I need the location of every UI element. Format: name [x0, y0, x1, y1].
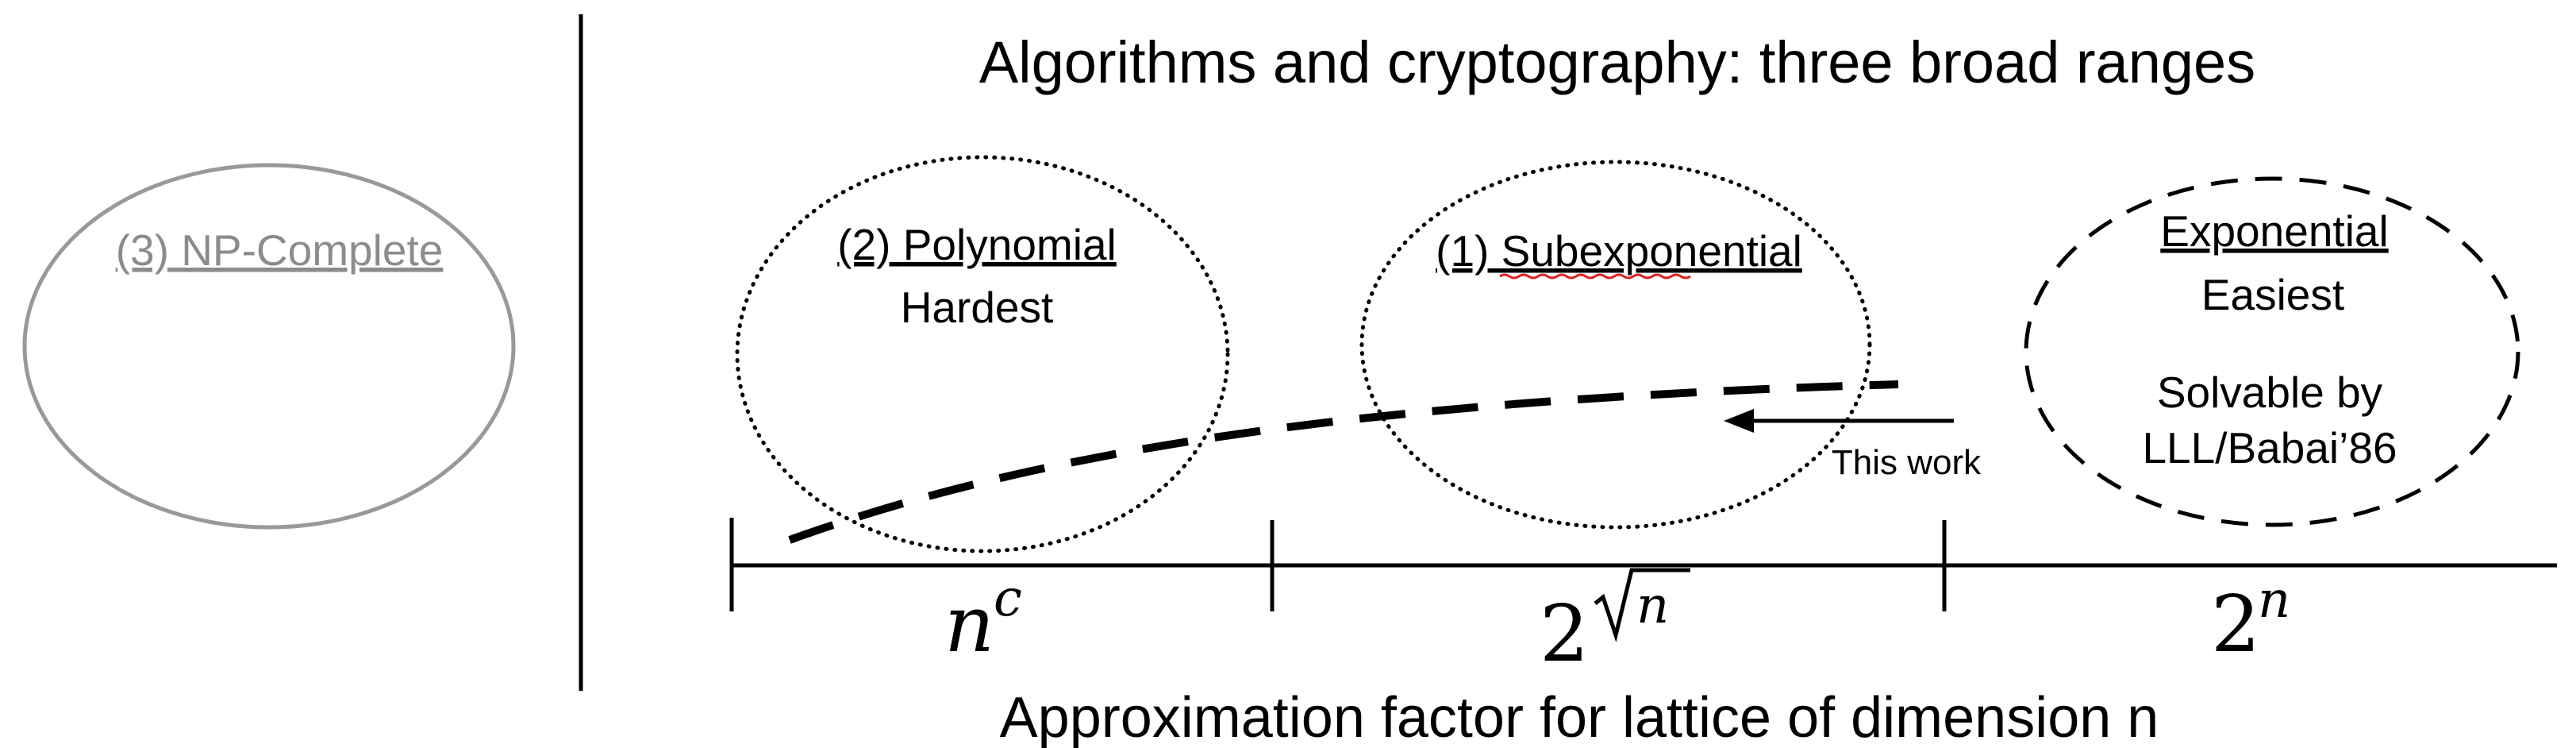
subexponential-number: (1)	[1436, 226, 1489, 276]
exponential-note: Easiest	[2201, 270, 2344, 319]
progress-curve	[788, 380, 1899, 544]
exponential-ellipse	[2024, 176, 2520, 527]
polynomial-ellipse	[735, 155, 1230, 553]
this-work-label: This work	[1832, 443, 1982, 482]
subexponential-label: (1) Subexponential	[1436, 226, 1802, 276]
diagram-title: Algorithms and cryptography: three broad…	[979, 29, 2255, 95]
np-complete-label: (3) NP-Complete	[116, 226, 444, 275]
tick-subexp-base: 2	[1540, 589, 1589, 680]
polynomial-name: Polynomial	[903, 220, 1117, 269]
tick-label-poly: n c	[944, 569, 1022, 670]
sqrt-sign	[1594, 568, 1690, 643]
polynomial-label: (2) Polynomial	[837, 220, 1117, 269]
subexponential-ellipse	[1359, 160, 1872, 530]
polynomial-number: (2)	[837, 220, 890, 269]
tick-label-subexp: 2 n	[1540, 568, 1690, 680]
spellcheck-underline	[1499, 273, 1691, 280]
exponential-detail-line2: LLL/Babai’86	[2142, 423, 2397, 472]
np-complete-number: (3)	[116, 226, 169, 275]
tick-exp-exponent: n	[2258, 571, 2290, 630]
polynomial-note: Hardest	[901, 283, 1054, 332]
exponential-name: Exponential	[2160, 206, 2388, 256]
np-complete-ellipse	[22, 163, 516, 530]
arrow-head	[1724, 409, 1754, 433]
tick-poly-base: n	[944, 580, 994, 670]
subexponential-name: Subexponential	[1501, 226, 1802, 276]
tick-label-exp: 2 n	[2211, 571, 2290, 670]
tick-exp-base: 2	[2211, 580, 2260, 670]
exponential-detail-line1: Solvable by	[2157, 368, 2383, 417]
tick-subexp-exponent: n	[1636, 576, 1669, 635]
tick-poly-exponent: c	[994, 569, 1022, 628]
x-axis-label: Approximation factor for lattice of dime…	[1000, 686, 2159, 748]
np-complete-name: NP-Complete	[181, 226, 443, 275]
